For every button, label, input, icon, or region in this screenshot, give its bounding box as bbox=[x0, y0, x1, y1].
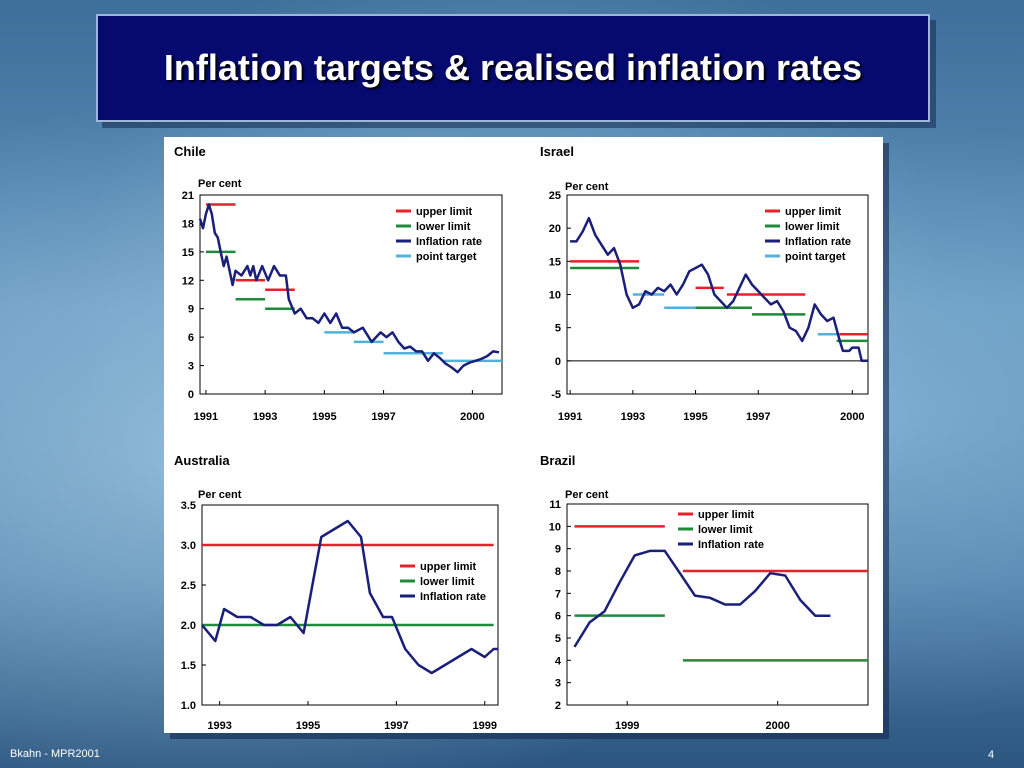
chart-title: Israel bbox=[540, 144, 574, 159]
y-tick-label: 6 bbox=[188, 332, 194, 344]
y-tick-label: 25 bbox=[549, 190, 561, 202]
legend-label: Inflation rate bbox=[420, 591, 486, 603]
y-tick-label: 15 bbox=[549, 256, 561, 268]
x-tick-label: 1993 bbox=[621, 411, 645, 423]
y-tick-label: 8 bbox=[555, 566, 561, 578]
legend-label: upper limit bbox=[420, 561, 477, 573]
x-tick-label: 1991 bbox=[194, 411, 218, 423]
legend-label: Inflation rate bbox=[698, 539, 764, 551]
x-tick-label: 1995 bbox=[296, 720, 320, 732]
y-tick-label: 11 bbox=[549, 499, 561, 511]
legend-label: lower limit bbox=[416, 221, 471, 233]
legend-label: lower limit bbox=[698, 524, 753, 536]
chart-title: Chile bbox=[174, 144, 206, 159]
y-tick-label: 9 bbox=[188, 304, 194, 316]
y-tick-label: 21 bbox=[182, 190, 194, 202]
y-tick-label: 3 bbox=[188, 361, 194, 373]
y-tick-label: 15 bbox=[182, 247, 194, 259]
x-tick-label: 1995 bbox=[683, 411, 707, 423]
inflation-rate-line bbox=[570, 216, 868, 363]
legend-label: upper limit bbox=[698, 509, 755, 521]
inflation-rate-line bbox=[573, 549, 831, 648]
y-tick-label: 0 bbox=[188, 389, 194, 401]
y-tick-label: 3.5 bbox=[181, 500, 196, 512]
y-tick-label: -5 bbox=[551, 389, 561, 401]
title-banner: Inflation targets & realised inflation r… bbox=[96, 14, 930, 122]
plot-frame bbox=[566, 503, 869, 706]
y-tick-label: 5 bbox=[555, 323, 561, 335]
y-tick-label: 1.0 bbox=[181, 700, 196, 712]
inflation-rate-line bbox=[198, 203, 500, 374]
plot-frame bbox=[199, 194, 503, 395]
x-tick-label: 1997 bbox=[384, 720, 408, 732]
y-tick-label: 10 bbox=[549, 521, 561, 533]
x-tick-label: 1999 bbox=[615, 720, 639, 732]
y-tick-label: 20 bbox=[549, 223, 561, 235]
x-tick-label: 1991 bbox=[558, 411, 582, 423]
y-tick-label: 12 bbox=[182, 275, 194, 287]
x-tick-label: 2000 bbox=[840, 411, 864, 423]
page-number: 4 bbox=[988, 749, 995, 761]
y-tick-label: 1.5 bbox=[181, 660, 196, 672]
legend-label: lower limit bbox=[420, 576, 475, 588]
chart-israel: Israel Per cent -5 0 5 10 15 20 25 1991 1993 1995 19… bbox=[540, 144, 869, 423]
legend-label: Inflation rate bbox=[416, 236, 482, 248]
plot-frame bbox=[201, 504, 499, 706]
y-tick-label: 18 bbox=[182, 218, 194, 230]
x-tick-label: 2000 bbox=[765, 720, 789, 732]
chart-title: Brazil bbox=[540, 453, 575, 468]
y-tick-label: 2.0 bbox=[181, 620, 196, 632]
chart-chile: Chile Per cent 0 3 6 9 12 15 18 21 1991 1993 1995 199… bbox=[174, 144, 503, 423]
x-tick-label: 1993 bbox=[253, 411, 277, 423]
y-tick-label: 3.0 bbox=[181, 540, 196, 552]
x-tick-label: 2000 bbox=[460, 411, 484, 423]
figure-panel: Chile Per cent 0 3 6 9 12 15 18 21 1991 1993 1995 199… bbox=[164, 137, 883, 733]
legend-label: upper limit bbox=[416, 206, 473, 218]
x-tick-label: 1997 bbox=[746, 411, 770, 423]
y-tick-label: 5 bbox=[555, 633, 561, 645]
x-tick-label: 1999 bbox=[473, 720, 497, 732]
legend-label: lower limit bbox=[785, 221, 840, 233]
chart-title: Australia bbox=[174, 453, 230, 468]
charts-figure: Chile Per cent 0 3 6 9 12 15 18 21 1991 1993 1995 199… bbox=[174, 144, 869, 732]
y-axis-label: Per cent bbox=[198, 489, 242, 501]
y-axis-label: Per cent bbox=[198, 178, 242, 190]
legend-label: point target bbox=[416, 251, 477, 263]
y-tick-label: 6 bbox=[555, 611, 561, 623]
y-axis-label: Per cent bbox=[565, 181, 609, 193]
y-tick-label: 9 bbox=[555, 544, 561, 556]
legend-label: upper limit bbox=[785, 206, 842, 218]
x-tick-label: 1997 bbox=[371, 411, 395, 423]
chart-brazil: Brazil Per cent 2 3 4 5 6 7 8 9 10 11 1999 2000 upper … bbox=[540, 453, 869, 732]
y-tick-label: 2 bbox=[555, 700, 561, 712]
y-tick-label: 10 bbox=[549, 290, 561, 302]
y-tick-label: 0 bbox=[555, 356, 561, 368]
y-tick-label: 4 bbox=[555, 655, 562, 667]
x-tick-label: 1993 bbox=[207, 720, 231, 732]
legend-label: point target bbox=[785, 251, 846, 263]
y-tick-label: 3 bbox=[555, 678, 561, 690]
inflation-rate-line bbox=[201, 519, 498, 675]
y-tick-label: 7 bbox=[555, 588, 561, 600]
x-tick-label: 1995 bbox=[312, 411, 336, 423]
footer-text: Bkahn - MPR2001 bbox=[10, 748, 100, 760]
legend-label: Inflation rate bbox=[785, 236, 851, 248]
chart-australia: Australia Per cent 1.0 1.5 2.0 2.5 3.0 3.5 1993 1… bbox=[174, 453, 499, 732]
slide-title: Inflation targets & realised inflation r… bbox=[163, 47, 863, 88]
y-axis-label: Per cent bbox=[565, 489, 609, 501]
y-tick-label: 2.5 bbox=[181, 580, 196, 592]
